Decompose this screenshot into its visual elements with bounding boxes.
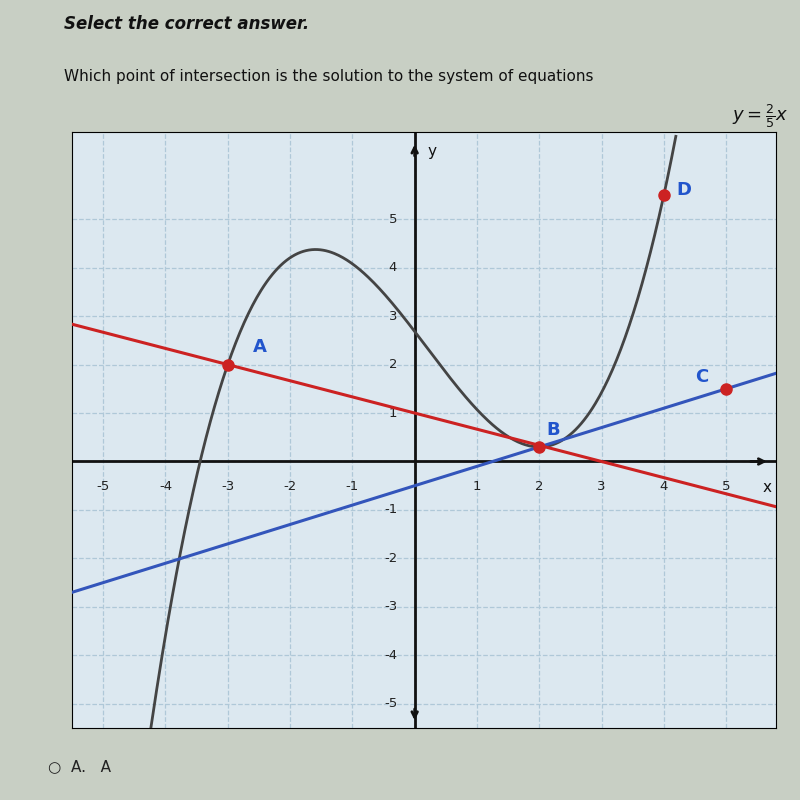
Text: 2: 2 xyxy=(389,358,398,371)
Text: -4: -4 xyxy=(384,649,398,662)
Text: -5: -5 xyxy=(97,480,110,493)
Text: 1: 1 xyxy=(473,480,482,493)
Text: $y = \frac{2}{5}x$: $y = \frac{2}{5}x$ xyxy=(732,102,788,130)
Text: 1: 1 xyxy=(389,406,398,419)
Text: ○  A.   A: ○ A. A xyxy=(48,759,111,774)
Text: 3: 3 xyxy=(598,480,606,493)
Text: -3: -3 xyxy=(221,480,234,493)
Text: 5: 5 xyxy=(722,480,730,493)
Text: B: B xyxy=(546,421,560,439)
Text: 5: 5 xyxy=(389,213,398,226)
Text: D: D xyxy=(676,181,691,199)
Text: C: C xyxy=(695,367,708,386)
Text: -5: -5 xyxy=(384,698,398,710)
Text: -1: -1 xyxy=(346,480,359,493)
Text: -1: -1 xyxy=(384,503,398,517)
Text: Select the correct answer.: Select the correct answer. xyxy=(64,15,310,33)
Text: -3: -3 xyxy=(384,600,398,614)
Text: -2: -2 xyxy=(283,480,297,493)
Text: 3: 3 xyxy=(389,310,398,322)
Text: Which point of intersection is the solution to the system of equations: Which point of intersection is the solut… xyxy=(64,70,594,85)
Text: A: A xyxy=(253,338,266,357)
Text: -2: -2 xyxy=(384,552,398,565)
Text: x: x xyxy=(762,480,771,495)
Text: 2: 2 xyxy=(535,480,543,493)
Text: y: y xyxy=(427,144,436,159)
Text: 4: 4 xyxy=(660,480,668,493)
Text: -4: -4 xyxy=(159,480,172,493)
Text: 4: 4 xyxy=(389,261,398,274)
